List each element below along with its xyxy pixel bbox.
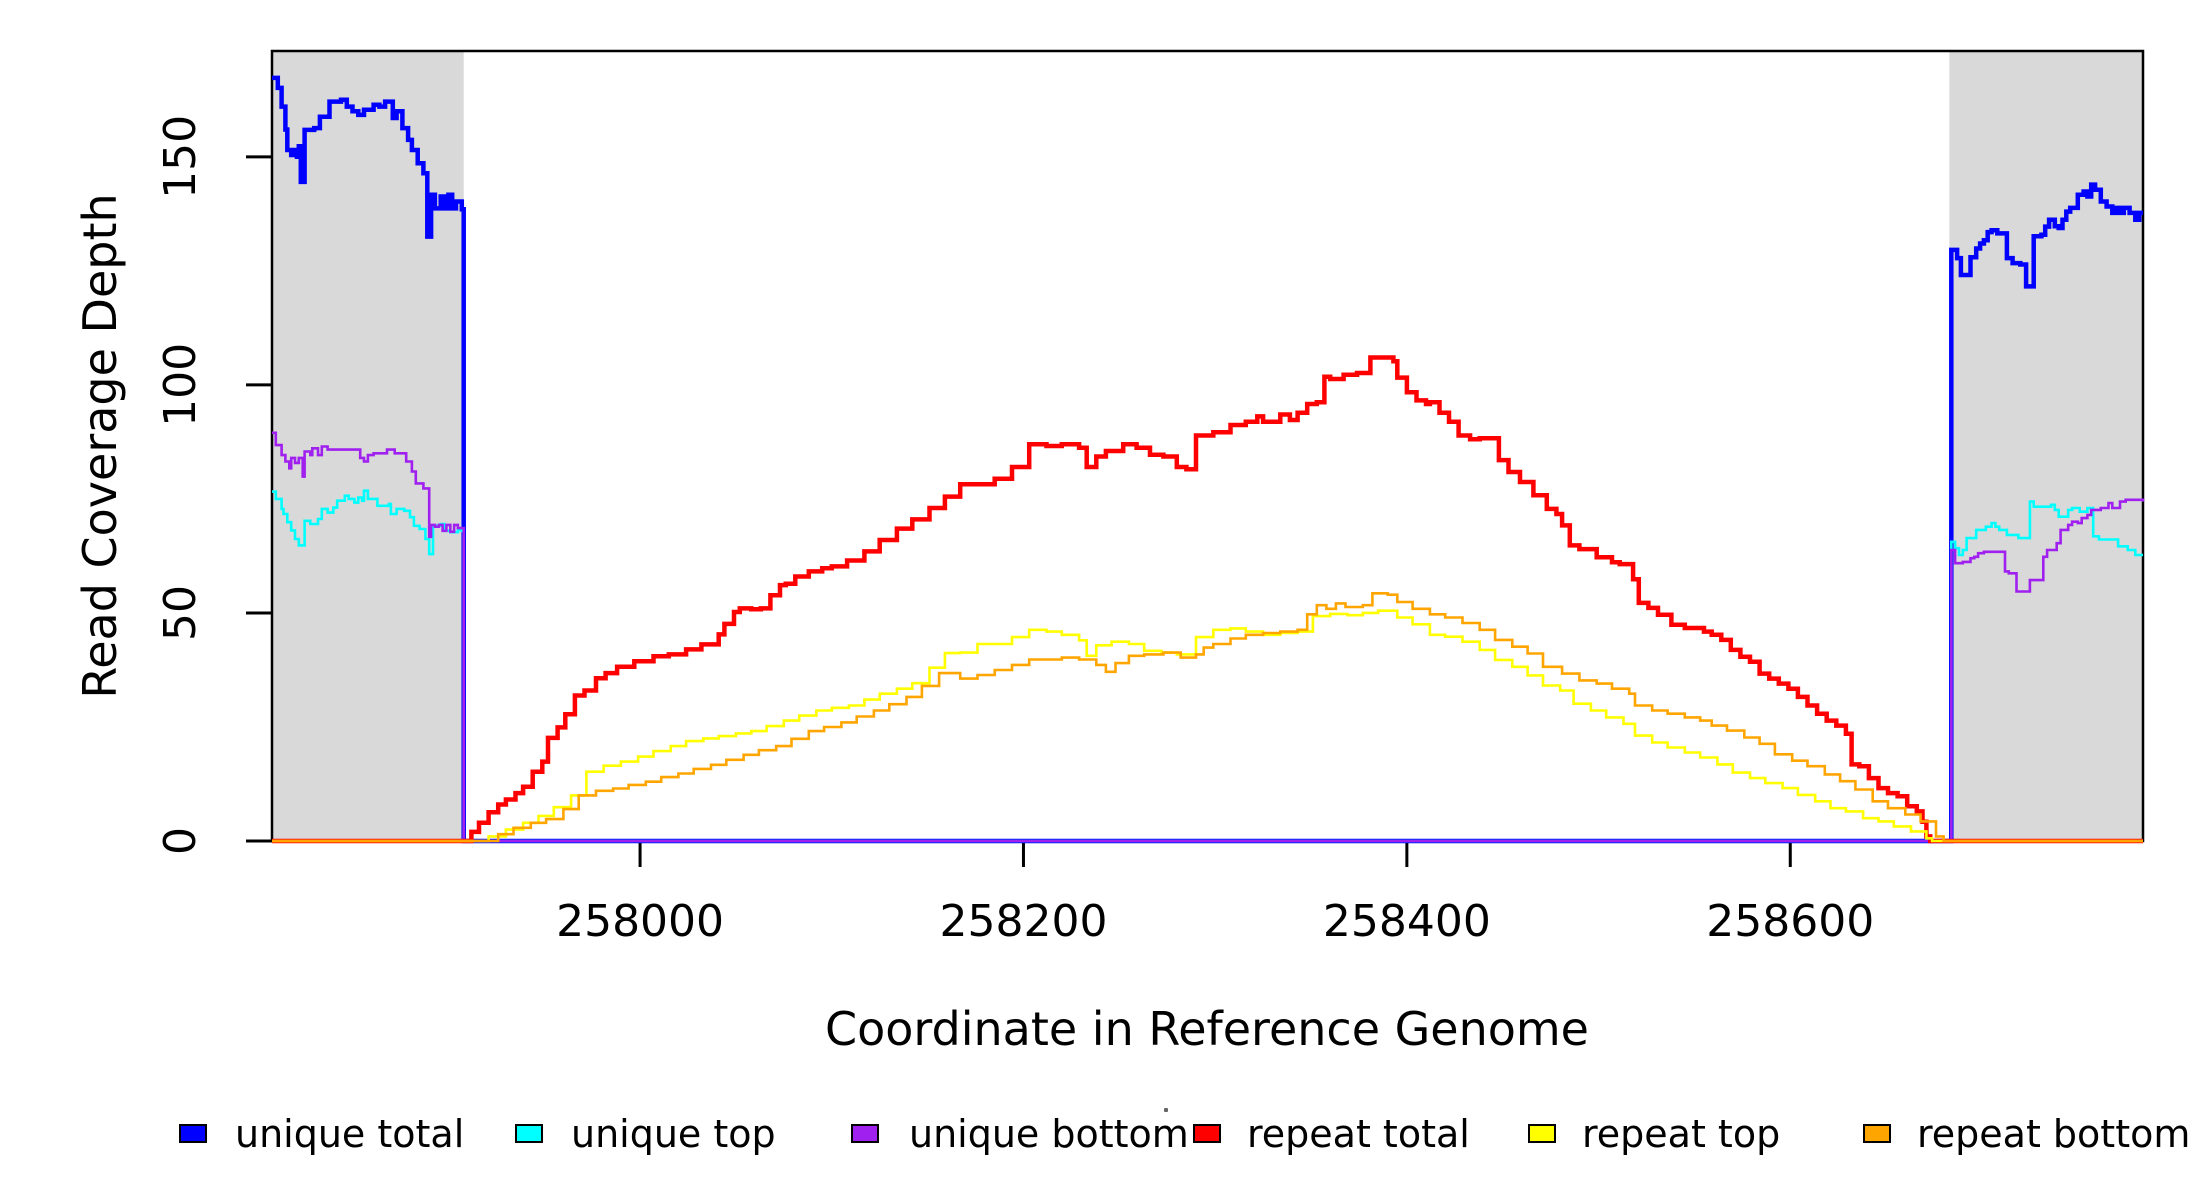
shaded-region: [1949, 51, 2143, 841]
x-tick-label: 258600: [1706, 896, 1874, 947]
x-axis-title: Coordinate in Reference Genome: [825, 1002, 1589, 1056]
series-repeat-top: [272, 609, 2143, 843]
series-unique-total: [272, 75, 2143, 844]
y-tick-label: 0: [155, 827, 206, 855]
series-repeat-total: [272, 355, 2143, 844]
plot-border: [270, 49, 2145, 843]
stray-dot-artifact: [1164, 1108, 1168, 1112]
x-tick-label: 258400: [1323, 896, 1491, 947]
y-tick-label: 150: [155, 115, 206, 199]
series-repeat-bottom: [272, 592, 2143, 843]
y-tick-label: 50: [155, 585, 206, 641]
y-tick-label: 100: [155, 343, 206, 427]
x-tick-label: 258000: [556, 896, 724, 947]
x-tick-label: 258200: [939, 896, 1107, 947]
y-axis-title: Read Coverage Depth: [73, 193, 127, 699]
series-unique-bottom: [272, 431, 2145, 843]
